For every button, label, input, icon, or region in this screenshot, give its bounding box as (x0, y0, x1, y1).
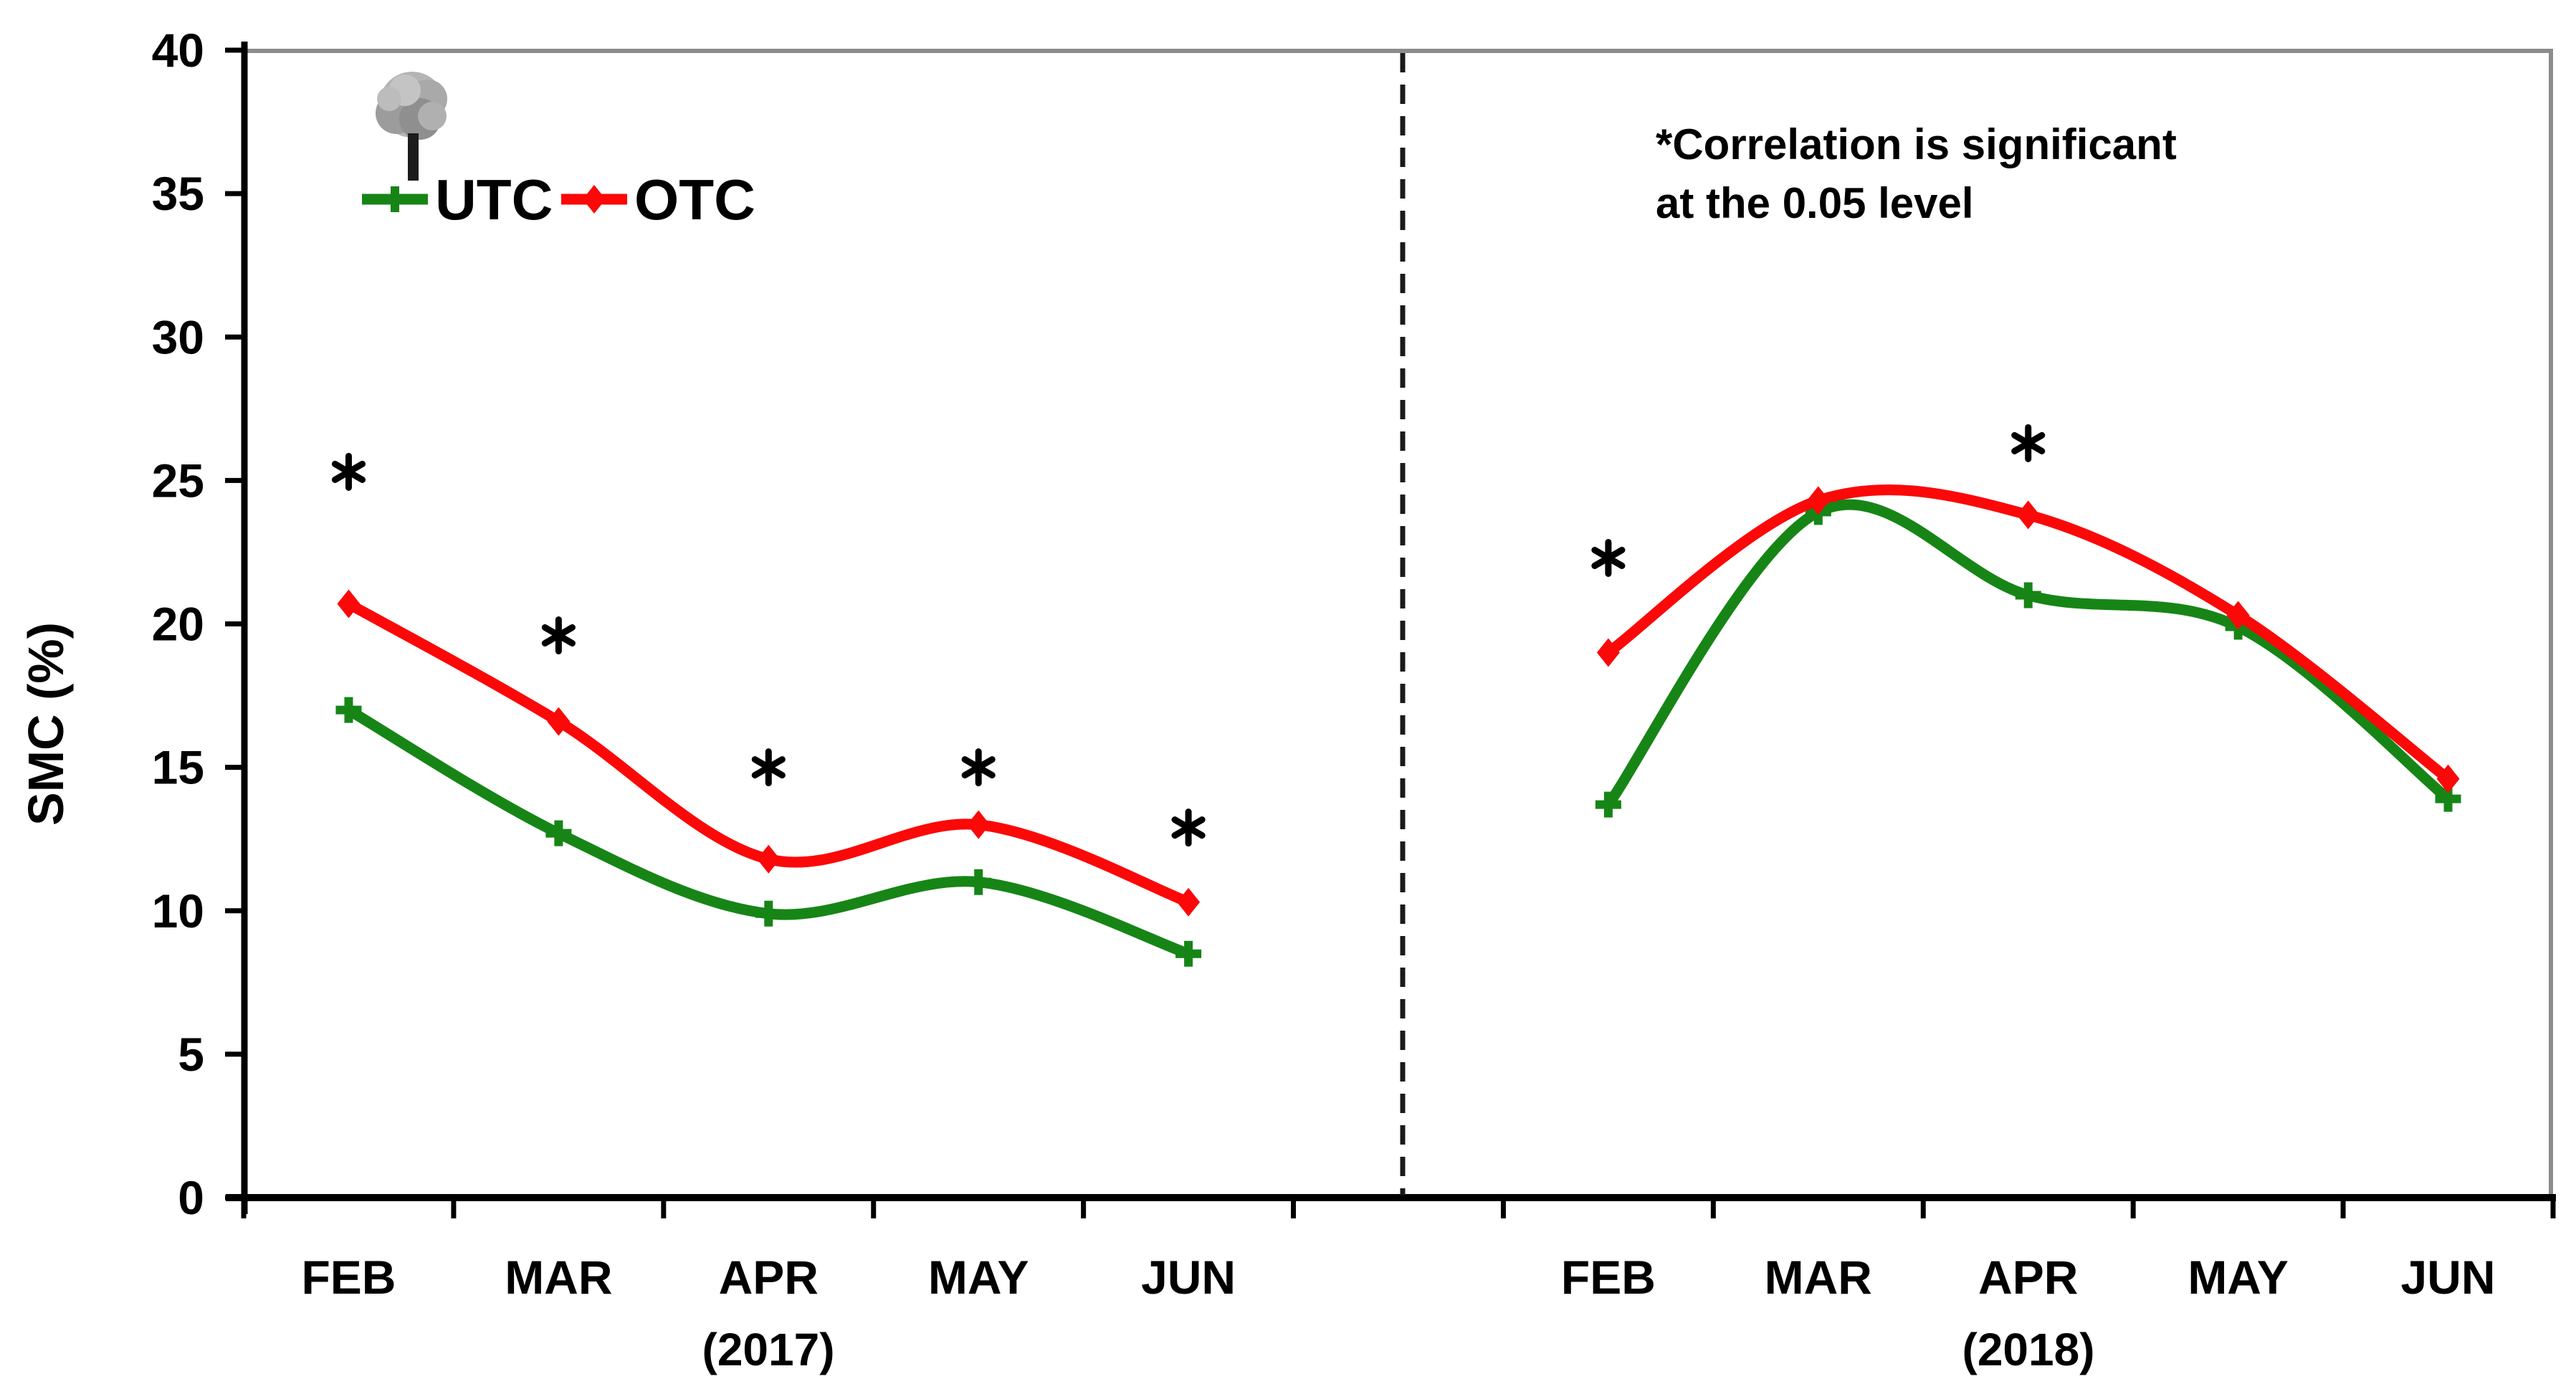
otc-point-marker (1177, 887, 1201, 917)
otc-line-2018 (1603, 484, 2453, 785)
utc-point-marker (545, 820, 572, 846)
significance-asterisk (2011, 431, 2046, 454)
x-axis-ticks (241, 1198, 2556, 1218)
utc-point-marker (1175, 940, 1202, 967)
significance-note-line2: at the 0.05 level (1656, 179, 1974, 227)
y-tick-label: 25 (152, 454, 204, 507)
otc-point-marker (757, 844, 781, 874)
otc-point-marker (337, 589, 361, 619)
month-label: APR (1978, 1251, 2078, 1304)
utc-point-marker (965, 869, 992, 895)
legend-utc-plus-marker (382, 186, 408, 212)
month-label: JUN (2401, 1251, 2496, 1304)
legend: UTC OTC (362, 168, 755, 231)
y-tick-label: 10 (152, 884, 204, 937)
otc-point-marker (2226, 601, 2250, 630)
month-label: MAY (2188, 1251, 2289, 1304)
otc-point-marker (1806, 486, 1830, 515)
month-label: FEB (301, 1251, 396, 1304)
utc-point-marker (335, 697, 362, 723)
y-axis-title: SMC (%) (18, 622, 74, 826)
y-axis-ticks: 0 5 10 15 20 25 30 35 40 (152, 24, 247, 1224)
significance-asterisk (1171, 816, 1206, 839)
month-label: JUN (1141, 1251, 1236, 1304)
y-tick-label: 20 (152, 598, 204, 651)
month-label: MAR (505, 1251, 612, 1304)
month-label: MAR (1765, 1251, 1872, 1304)
significance-asterisk (541, 624, 576, 647)
otc-point-marker (967, 810, 991, 839)
y-tick-label: 40 (152, 24, 204, 77)
utc-line-2018 (1603, 499, 2453, 811)
otc-point-marker (1596, 638, 1620, 667)
significance-asterisk (1591, 546, 1626, 569)
significance-asterisk (331, 460, 366, 483)
significance-asterisk (961, 756, 996, 779)
otc-point-marker (2016, 500, 2040, 530)
month-label: MAY (928, 1251, 1029, 1304)
year-label-2017: (2017) (702, 1324, 835, 1375)
otc-point-marker (547, 707, 571, 736)
legend-otc-label: OTC (634, 168, 755, 231)
significance-note: *Correlation is significant at the 0.05 … (1656, 120, 2177, 227)
y-tick-label: 30 (152, 310, 204, 363)
legend-otc-diamond-marker (583, 185, 606, 214)
month-label: APR (719, 1251, 819, 1304)
series-lines (335, 484, 2461, 967)
legend-utc-label: UTC (435, 168, 553, 231)
significance-asterisk (751, 756, 786, 779)
y-tick-label: 35 (152, 167, 204, 220)
utc-point-marker (755, 900, 782, 927)
y-tick-label: 0 (178, 1171, 204, 1224)
significance-note-line1: *Correlation is significant (1656, 120, 2177, 168)
month-label: FEB (1561, 1251, 1656, 1304)
year-label-2018: (2018) (1962, 1324, 2095, 1375)
utc-point-marker (1595, 791, 1621, 818)
y-tick-label: 5 (178, 1028, 204, 1081)
utc-point-marker (2015, 582, 2041, 608)
y-tick-label: 15 (152, 741, 204, 794)
tree-icon (376, 72, 447, 181)
significance-asterisks (331, 424, 2046, 847)
otc-point-marker (2436, 764, 2460, 793)
x-axis-month-labels: FEB MAR APR MAY JUN FEB MAR APR MAY JUN (301, 1251, 2495, 1304)
